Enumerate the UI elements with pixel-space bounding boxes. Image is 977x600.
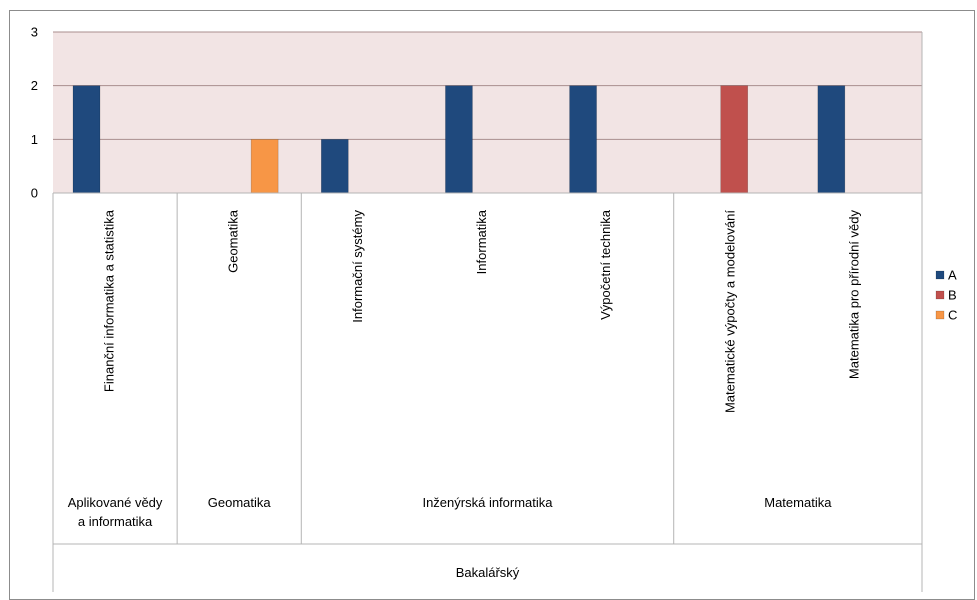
group-label: Geomatika bbox=[208, 495, 272, 510]
legend-label-B: B bbox=[948, 288, 957, 303]
category-label: Matematické výpočty a modelování bbox=[722, 210, 737, 413]
legend-label-C: C bbox=[948, 308, 957, 323]
category-label: Finanční informatika a statistika bbox=[102, 209, 117, 392]
y-tick-label: 1 bbox=[31, 132, 38, 147]
y-tick-label: 0 bbox=[31, 186, 38, 201]
category-label: Geomatika bbox=[226, 209, 241, 273]
group-label: Aplikované vědy bbox=[68, 495, 163, 510]
category-label: Matematika pro přírodní vědy bbox=[846, 210, 861, 380]
legend-swatch-A bbox=[935, 270, 945, 280]
bar-C-1 bbox=[250, 139, 279, 194]
legend-label-A: A bbox=[948, 268, 957, 283]
y-tick-label: 2 bbox=[31, 78, 38, 93]
bar-A-3 bbox=[445, 85, 473, 194]
group-label: Matematika bbox=[764, 495, 832, 510]
category-label: Informatika bbox=[474, 209, 489, 274]
group-label: a informatika bbox=[78, 514, 153, 529]
category-label: Výpočetní technika bbox=[598, 209, 613, 320]
y-tick-label: 3 bbox=[31, 25, 38, 40]
category-label: Informační systémy bbox=[350, 210, 365, 323]
bar-B-5 bbox=[720, 85, 749, 194]
legend-swatch-B bbox=[935, 290, 945, 300]
bar-A-0 bbox=[72, 85, 101, 194]
plot-area bbox=[53, 32, 922, 193]
bar-A-4 bbox=[569, 85, 597, 194]
bar-A-2 bbox=[320, 139, 349, 194]
top-group-label: Bakalářský bbox=[456, 565, 520, 580]
group-label: Inženýrská informatika bbox=[422, 495, 553, 510]
bar-A-6 bbox=[817, 85, 846, 194]
legend-swatch-C bbox=[935, 310, 945, 320]
